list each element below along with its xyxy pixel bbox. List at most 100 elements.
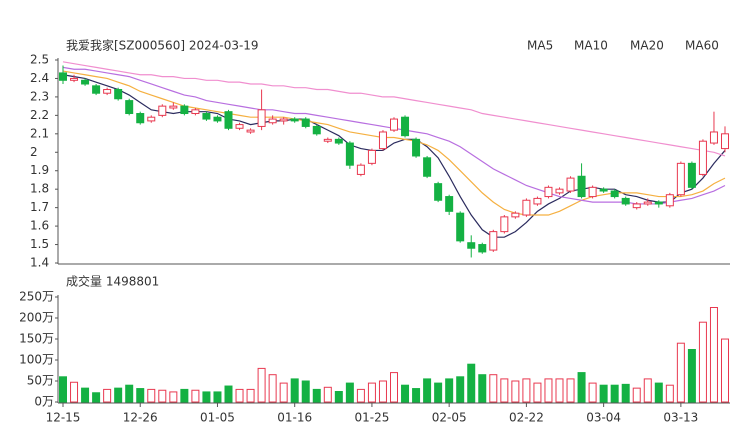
candle-body: [588, 186, 597, 198]
y-tick-label: 1.6: [30, 219, 49, 233]
candle-body: [59, 72, 67, 81]
candle-body: [709, 131, 718, 144]
y-tick-label: 2.2: [30, 108, 49, 122]
volume-bar: [257, 367, 266, 403]
volume-bar: [92, 392, 101, 403]
volume-bar: [544, 378, 553, 403]
volume-bar: [367, 382, 376, 403]
y-tick-label: 2.5: [30, 53, 49, 67]
candle-body: [202, 113, 211, 120]
y-tick-label: 1.8: [30, 182, 49, 196]
volume-bar: [533, 382, 542, 403]
candle-body: [92, 85, 101, 94]
candle-body: [654, 201, 663, 205]
x-tick-label: 01-25: [354, 411, 389, 425]
volume-bar: [202, 391, 211, 403]
volume-bar: [136, 388, 145, 403]
legend-label: MA60: [685, 39, 719, 53]
y-tick-label: 250万: [19, 290, 54, 304]
candle-body: [279, 118, 288, 122]
candle-body: [687, 162, 696, 188]
candle-body: [290, 118, 299, 122]
volume-bar: [632, 387, 641, 403]
volume-bar: [401, 384, 410, 403]
candle-body: [224, 111, 233, 129]
candle-body: [257, 109, 266, 127]
candle-body: [621, 197, 630, 205]
candle-body: [235, 124, 244, 129]
volume-bar: [224, 385, 233, 403]
volume-bar: [147, 388, 156, 403]
volume-bar: [125, 384, 134, 403]
volume-bar: [687, 349, 696, 403]
candle-body: [599, 188, 608, 192]
volume-bar: [511, 380, 520, 403]
candle-body: [345, 142, 354, 166]
candle-body: [445, 196, 454, 212]
candle-body: [632, 203, 641, 209]
volume-bar: [345, 382, 354, 403]
y-tick-label: 2.1: [30, 126, 49, 140]
y-tick-label: 100万: [19, 353, 54, 367]
candle-body: [312, 125, 321, 135]
candle-body: [412, 138, 421, 157]
volume-bar: [698, 321, 707, 403]
legend-label: MA20: [630, 39, 664, 53]
volume-bar: [246, 388, 255, 403]
volume-bar: [445, 378, 454, 403]
candle-body: [698, 140, 707, 175]
volume-bar: [290, 378, 299, 403]
volume-bar: [191, 389, 200, 403]
volume-bar: [577, 372, 586, 403]
volume-bar: [643, 378, 652, 403]
volume-bar: [456, 376, 465, 403]
candle-body: [378, 131, 387, 150]
volume-bar: [434, 382, 443, 403]
x-tick-label: 12-26: [123, 411, 158, 425]
candle-body: [169, 105, 178, 109]
volume-bar: [621, 383, 630, 403]
volume-bar: [423, 378, 432, 403]
volume-bar: [610, 384, 619, 403]
candle-body: [478, 244, 487, 253]
y-tick-label: 200万: [19, 311, 54, 325]
candle-body: [522, 199, 531, 216]
candle-body: [610, 190, 619, 198]
candle-body: [213, 116, 222, 122]
volume-bar: [323, 386, 332, 403]
candle-body: [70, 77, 79, 81]
candle-body: [323, 138, 332, 142]
chart-title: 我爱我家[SZ000560] 2024-03-19: [66, 38, 259, 53]
y-tick-label: 2.4: [30, 71, 49, 85]
volume-bar: [114, 387, 123, 403]
volume-bar: [390, 372, 398, 403]
candle-body: [81, 79, 90, 85]
x-tick-label: 02-22: [509, 411, 544, 425]
y-tick-label: 2: [30, 145, 38, 159]
candle-body: [721, 133, 729, 150]
volume-bar: [654, 382, 663, 403]
volume-bar: [378, 380, 387, 403]
volume-bar: [158, 389, 167, 403]
volume-bar: [478, 374, 487, 403]
candle-body: [147, 116, 156, 122]
candle-body: [500, 216, 509, 233]
candle-body: [114, 89, 123, 100]
candle-body: [434, 183, 443, 201]
ma-line: [62, 61, 726, 157]
candle-body: [125, 100, 134, 115]
volume-bar: [70, 381, 79, 403]
candle-body: [390, 118, 398, 131]
volume-bar: [522, 378, 531, 403]
volume-bar: [500, 378, 509, 403]
candle-body: [544, 186, 553, 198]
candle-body: [246, 129, 255, 133]
candle-body: [334, 138, 343, 144]
candle-body: [301, 118, 310, 127]
volume-title: 成交量 1498801: [66, 274, 159, 289]
volume-bar: [301, 380, 310, 403]
volume-bar: [467, 363, 476, 403]
volume-bar: [180, 388, 189, 403]
x-tick-label: 01-05: [200, 411, 235, 425]
